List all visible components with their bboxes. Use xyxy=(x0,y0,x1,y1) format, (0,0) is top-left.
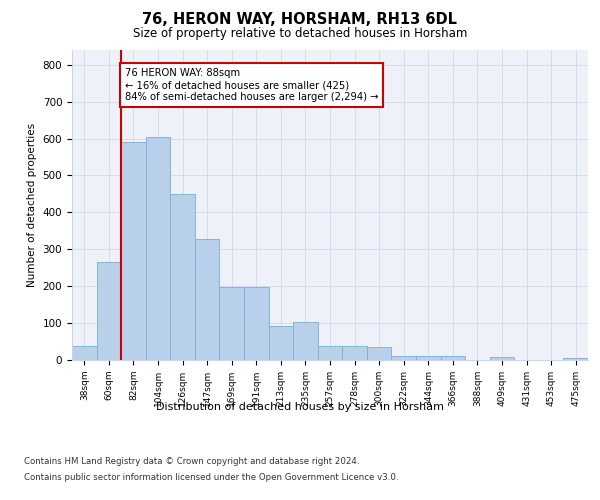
Bar xyxy=(146,136,170,360)
Bar xyxy=(97,262,121,360)
Bar xyxy=(72,346,97,360)
Bar xyxy=(244,288,269,360)
Bar xyxy=(367,347,391,360)
Bar xyxy=(563,358,588,360)
Bar xyxy=(318,346,342,360)
Text: 76, HERON WAY, HORSHAM, RH13 6DL: 76, HERON WAY, HORSHAM, RH13 6DL xyxy=(143,12,458,28)
Bar xyxy=(121,142,146,360)
Bar xyxy=(293,322,318,360)
Bar xyxy=(391,356,416,360)
Bar xyxy=(220,287,244,360)
Bar xyxy=(416,356,440,360)
Bar xyxy=(440,356,465,360)
Bar xyxy=(342,346,367,360)
Text: 76 HERON WAY: 88sqm
← 16% of detached houses are smaller (425)
84% of semi-detac: 76 HERON WAY: 88sqm ← 16% of detached ho… xyxy=(125,68,379,102)
Bar xyxy=(170,194,195,360)
Bar xyxy=(490,357,514,360)
Text: Contains public sector information licensed under the Open Government Licence v3: Contains public sector information licen… xyxy=(24,472,398,482)
Y-axis label: Number of detached properties: Number of detached properties xyxy=(27,123,37,287)
Bar xyxy=(269,326,293,360)
Bar xyxy=(195,239,220,360)
Text: Size of property relative to detached houses in Horsham: Size of property relative to detached ho… xyxy=(133,28,467,40)
Text: Contains HM Land Registry data © Crown copyright and database right 2024.: Contains HM Land Registry data © Crown c… xyxy=(24,458,359,466)
Text: Distribution of detached houses by size in Horsham: Distribution of detached houses by size … xyxy=(156,402,444,412)
